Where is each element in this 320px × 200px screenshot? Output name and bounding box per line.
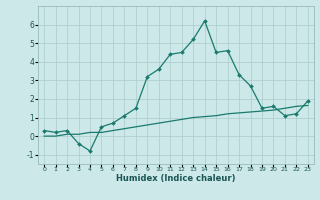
X-axis label: Humidex (Indice chaleur): Humidex (Indice chaleur): [116, 174, 236, 183]
